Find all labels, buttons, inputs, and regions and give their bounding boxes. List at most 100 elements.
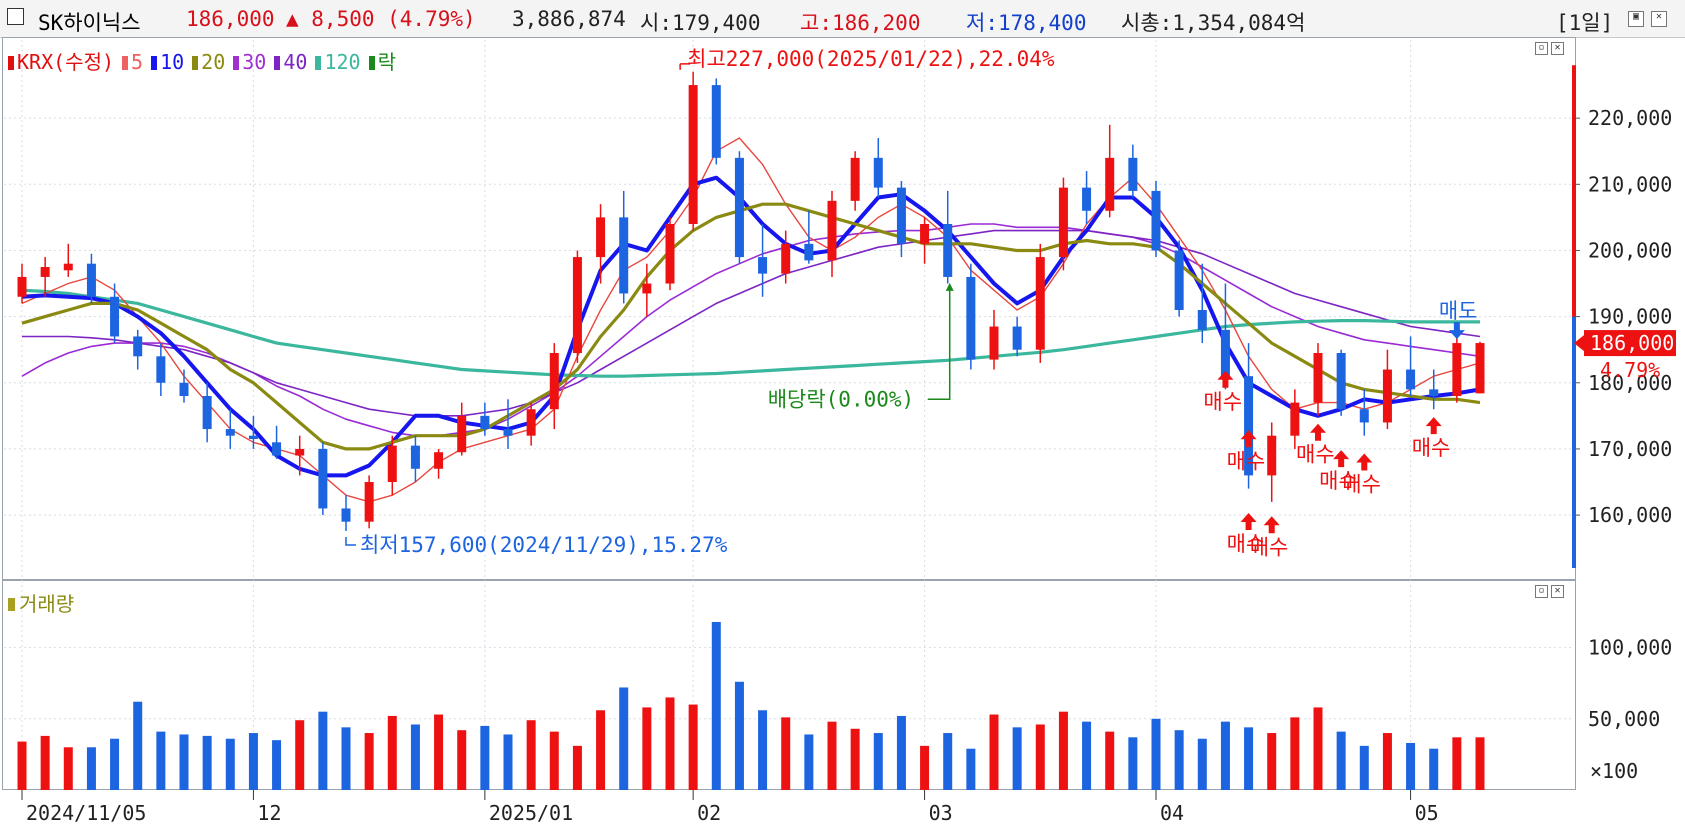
legend-swatch: [122, 56, 129, 70]
y-tick-label: 220,000: [1588, 106, 1672, 130]
legend-label[interactable]: 30: [242, 50, 267, 74]
volume-tick-label: 50,000: [1588, 707, 1660, 731]
volume-bar: [1336, 731, 1346, 790]
last-pct-label: 4.79%: [1600, 358, 1660, 382]
price-change: ▲ 8,500 (4.79%): [286, 7, 476, 31]
axis-labels: 160,000 170,000 180,000 190,000 200,000 210,0…: [21, 65, 1672, 825]
panel-close-icon[interactable]: ✕: [1551, 42, 1564, 55]
price-panel[interactable]: [2, 37, 1576, 580]
volume-unit-label: ×100: [1590, 759, 1638, 783]
candle-body: [17, 276, 27, 297]
candle-body: [202, 396, 212, 430]
volume-bar: [1035, 724, 1045, 790]
legend-label[interactable]: 20: [201, 50, 226, 74]
ma30-line: [21, 223, 1481, 437]
volume-bar: [1452, 737, 1462, 790]
volume-bar: [1359, 745, 1369, 790]
candle-body: [1313, 353, 1323, 403]
volume-bar: [1382, 733, 1392, 790]
volume-bar: [619, 687, 629, 790]
volume-bar: [272, 740, 282, 790]
volume-value: 3,886,874: [512, 7, 626, 31]
buy-label: 매수: [1227, 449, 1266, 473]
candle-body: [943, 224, 953, 277]
buy-label: 매수: [1296, 443, 1335, 467]
legend-label[interactable]: 5: [131, 50, 144, 74]
stock-name: SK하이닉스: [38, 11, 141, 35]
select-checkbox[interactable]: [7, 8, 24, 25]
y-tick-label: 160,000: [1588, 503, 1672, 527]
volume-bar: [503, 734, 513, 790]
legend-label[interactable]: 10: [160, 50, 185, 74]
volume-tick-label: 100,000: [1588, 636, 1672, 660]
volume-bar: [943, 733, 953, 790]
scale-high-bar: [1572, 65, 1576, 317]
candle-body: [966, 276, 976, 360]
candle-body: [272, 442, 282, 456]
candle-body: [457, 415, 467, 453]
volume-bar: [1174, 730, 1184, 790]
candles: [17, 71, 1485, 531]
candle-body: [665, 224, 675, 284]
candle-body: [804, 243, 814, 261]
volume-bar: [827, 721, 837, 790]
legend-swatch: [315, 56, 322, 70]
candle-body: [364, 482, 374, 522]
legend-swatch: [192, 56, 199, 70]
high-arrow: [679, 63, 691, 70]
close-icon[interactable]: ✕: [1651, 11, 1667, 27]
volume-bar: [110, 738, 120, 790]
legend-label[interactable]: KRX(수정): [17, 50, 115, 74]
candle-body: [734, 157, 744, 258]
ma40-line: [22, 229, 1481, 417]
candle-body: [133, 336, 143, 357]
header-bar: SK하이닉스 186,000 ▲ 8,500 (4.79%) 3,886,874…: [0, 0, 1685, 38]
candle-body: [619, 217, 629, 294]
restore-icon[interactable]: ▣: [1628, 11, 1644, 27]
volume-bar: [387, 715, 397, 790]
period-selector[interactable]: [1일]: [1556, 11, 1614, 35]
volume-bar: [572, 745, 582, 790]
legend-label[interactable]: 40: [283, 50, 308, 74]
candle-body: [1128, 157, 1138, 191]
candle-body: [1244, 376, 1254, 476]
volume-bar: [1475, 737, 1485, 790]
volume-bar: [989, 714, 999, 790]
buy-arrow: [1333, 450, 1350, 468]
ma120-line: [21, 288, 1480, 378]
buy-label: 매수: [1250, 535, 1289, 559]
candle-body: [596, 217, 606, 258]
volume-bar: [318, 711, 328, 790]
panel-maximize-icon[interactable]: ▫: [1535, 42, 1548, 55]
legend-label[interactable]: 락: [377, 50, 396, 74]
volume-bar: [1313, 707, 1323, 790]
volume-bar: [781, 717, 791, 790]
candle-body: [1267, 435, 1277, 476]
y-tick-label: 210,000: [1588, 172, 1672, 196]
candle-body: [1406, 369, 1416, 390]
candle-body: [1452, 343, 1462, 396]
volume-legend: 거래량: [8, 588, 74, 617]
candle-body: [1220, 329, 1230, 377]
buy-arrow: [1263, 516, 1280, 534]
volume-bar: [133, 701, 143, 790]
last-price-pointer: [1574, 335, 1584, 352]
buy-label: 매수: [1342, 472, 1381, 496]
candle-body: [225, 429, 235, 436]
candle-body: [642, 283, 652, 294]
candle-body: [549, 353, 559, 410]
x-tick-label: 04: [1160, 801, 1184, 825]
volume-bar: [1128, 737, 1138, 790]
candle-body: [40, 267, 50, 277]
y-tick-label: 180,000: [1588, 371, 1672, 395]
candle-body: [86, 263, 96, 297]
volume-bar: [1244, 727, 1254, 790]
buy-arrow: [1356, 453, 1373, 471]
candle-body: [410, 445, 420, 469]
volume-panel-maximize-icon[interactable]: ▫: [1535, 585, 1548, 598]
buy-arrow: [1217, 370, 1234, 388]
legend-label[interactable]: 120: [324, 50, 361, 74]
volume-panel-close-icon[interactable]: ✕: [1551, 585, 1564, 598]
high-price: 고:186,200: [800, 11, 921, 35]
